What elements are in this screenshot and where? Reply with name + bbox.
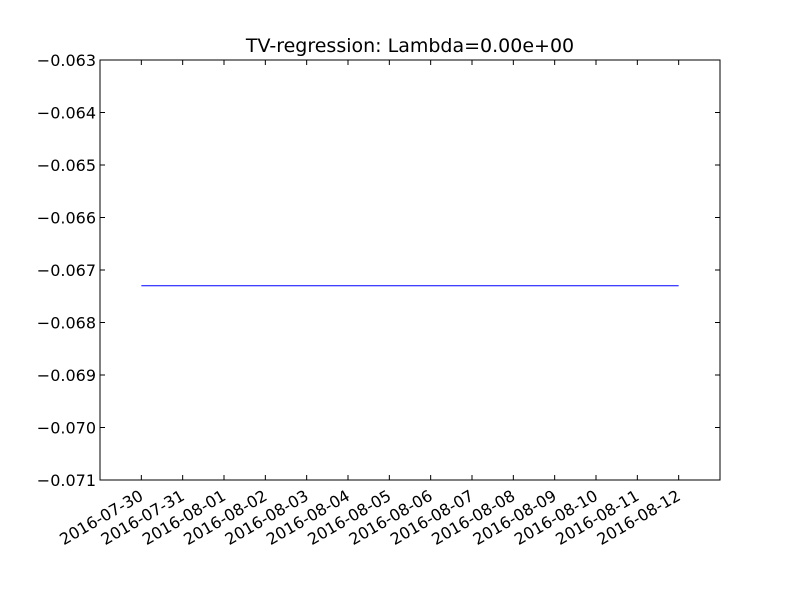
plot-frame (99, 59, 721, 481)
y-tick-label: −0.066 (37, 209, 96, 228)
y-tick-label: −0.070 (37, 419, 96, 438)
y-tick-label: −0.068 (37, 314, 96, 333)
y-tick-label: −0.071 (37, 471, 96, 490)
y-tick-label: −0.067 (37, 261, 96, 280)
y-tick-label: −0.063 (37, 51, 96, 70)
y-tick-label: −0.065 (37, 156, 96, 175)
y-tick-label: −0.064 (37, 104, 96, 123)
chart-title: TV-regression: Lambda=0.00e+00 (245, 35, 574, 57)
y-tick-label: −0.069 (37, 366, 96, 385)
tick-layer: −0.063 −0.064 −0.065 −0.066 −0.067 −0.068 −0.0… (37, 51, 720, 549)
